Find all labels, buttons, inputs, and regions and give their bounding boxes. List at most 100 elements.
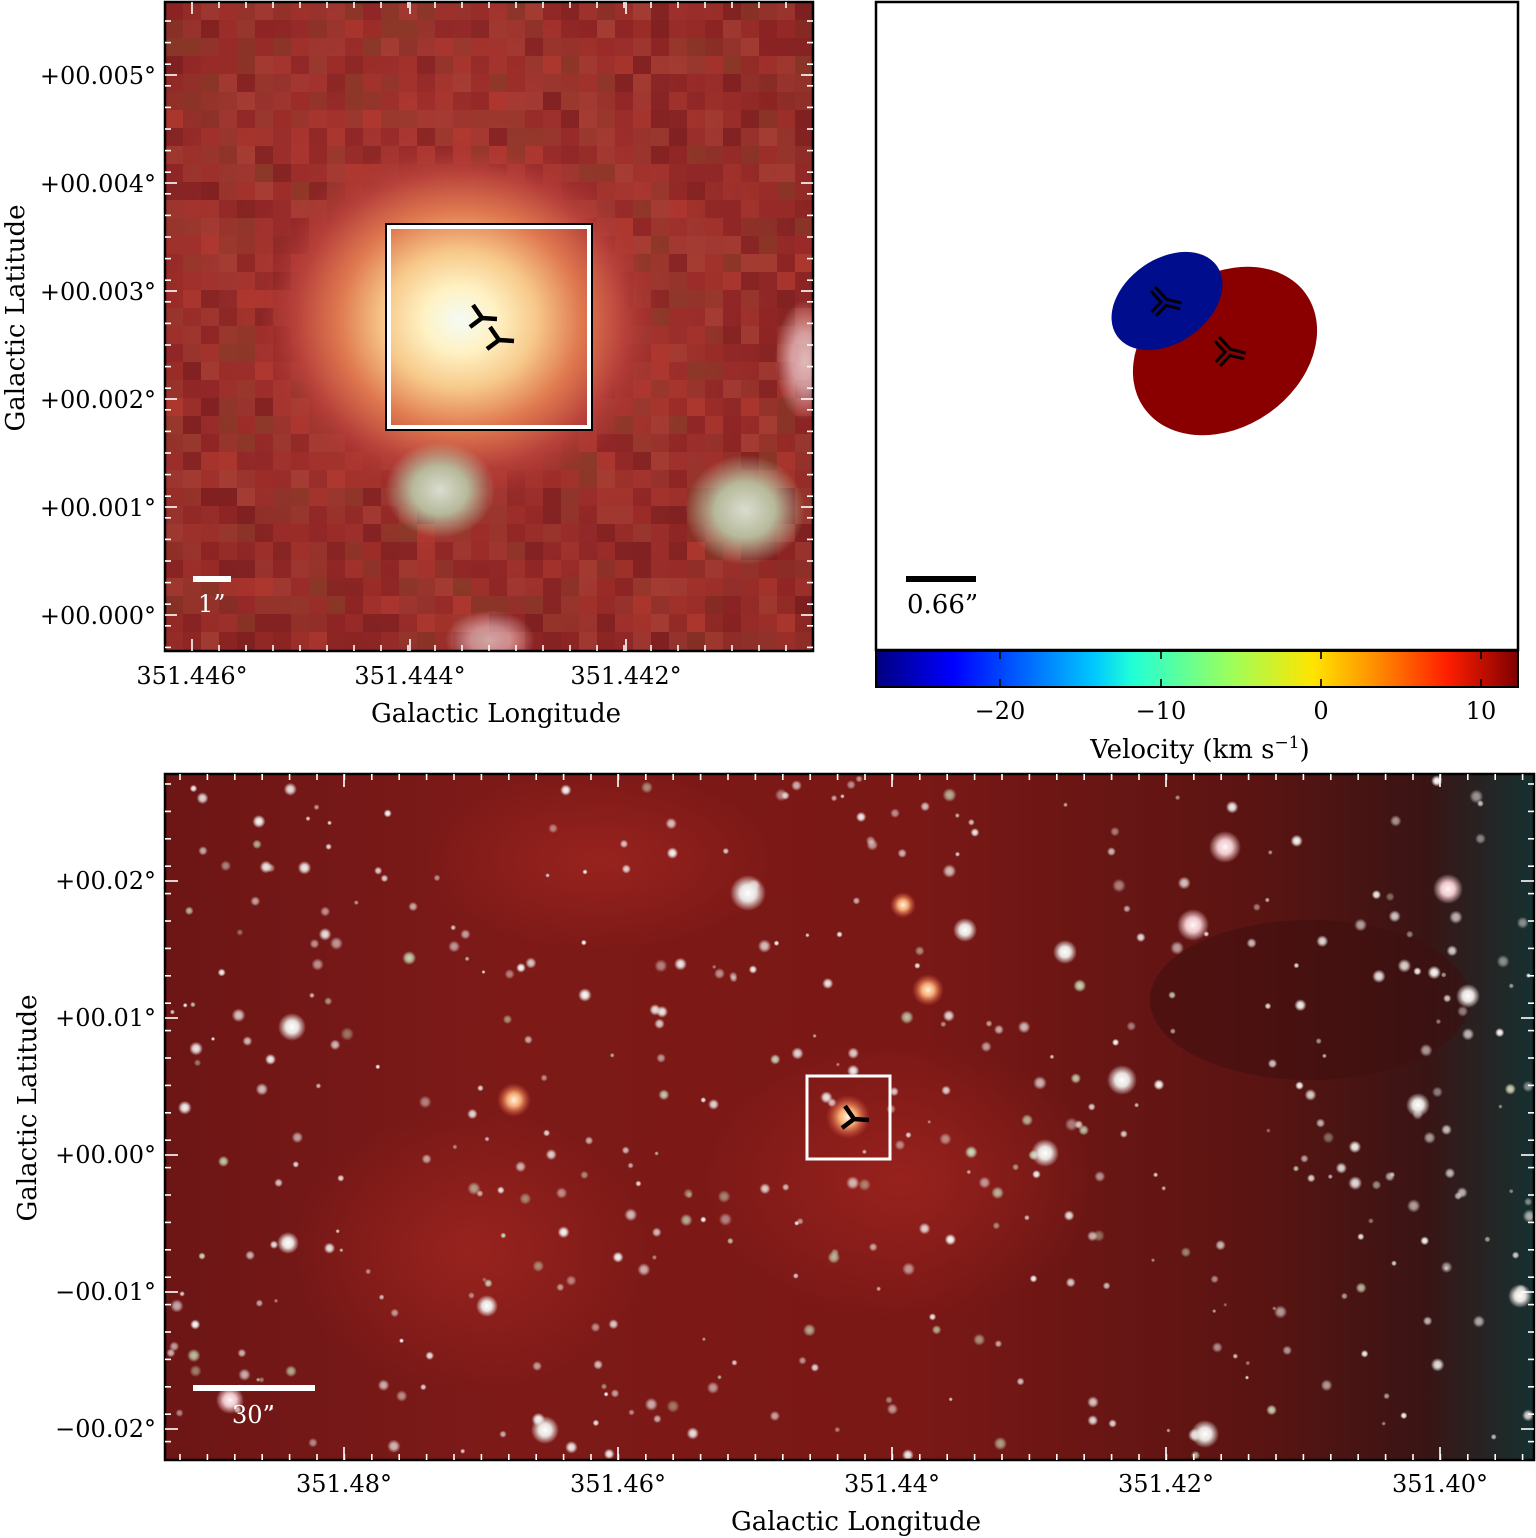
tl-pixel — [363, 20, 381, 38]
tl-pixel — [201, 92, 219, 110]
tl-pixel — [651, 416, 669, 434]
tl-pixel — [309, 164, 327, 182]
b-star — [175, 1409, 184, 1417]
b-star — [674, 957, 687, 971]
tl-pixel — [669, 92, 687, 110]
b-star — [190, 1001, 196, 1008]
tl-y-tick-label: +00.001° — [40, 494, 156, 522]
tl-pixel — [291, 452, 309, 470]
tl-pixel — [507, 596, 525, 614]
tl-pixel — [237, 164, 255, 182]
tl-pixel — [687, 344, 705, 362]
b-star — [868, 1242, 878, 1252]
tl-pixel — [381, 110, 399, 128]
tl-pixel — [687, 164, 705, 182]
tl-pixel — [561, 110, 579, 128]
tl-pixel — [669, 110, 687, 128]
b-star — [852, 897, 861, 905]
b-star — [1024, 1214, 1030, 1221]
b-star — [1384, 1171, 1395, 1182]
b-star — [365, 1268, 372, 1275]
b-star — [1110, 826, 1120, 837]
tl-pixel — [759, 218, 777, 236]
tl-pixel — [723, 632, 741, 650]
tl-pixel — [219, 524, 237, 542]
tl-pixel — [183, 236, 201, 254]
b-star — [1033, 1076, 1047, 1090]
tl-pixel — [795, 20, 813, 38]
b-star — [1150, 1258, 1156, 1263]
tl-pixel — [327, 110, 345, 128]
b-star — [515, 1161, 527, 1173]
tl-pixel — [723, 434, 741, 452]
tl-pixel — [327, 470, 345, 488]
tl-pixel — [723, 56, 741, 74]
b-star — [1126, 1021, 1137, 1031]
tl-pixel — [345, 488, 363, 506]
tl-pixel — [633, 524, 651, 542]
b-star — [467, 1108, 478, 1120]
tl-pixel — [399, 614, 417, 632]
tl-pixel — [759, 20, 777, 38]
tl-pixel — [165, 38, 183, 56]
b-star — [1522, 1209, 1534, 1223]
tl-pixel — [759, 362, 777, 380]
tl-pixel — [705, 20, 723, 38]
tl-pixel — [795, 452, 813, 470]
tl-pixel — [525, 488, 543, 506]
b-star — [1012, 1163, 1020, 1171]
tl-pixel — [399, 38, 417, 56]
tl-pixel — [669, 560, 687, 578]
tl-pixel — [219, 488, 237, 506]
b-star — [1153, 1172, 1159, 1178]
b-star — [1371, 1180, 1382, 1190]
b-star — [320, 906, 331, 917]
tl-pixel — [489, 92, 507, 110]
tl-pixel — [273, 560, 291, 578]
tl-pixel — [327, 128, 345, 146]
tl-pixel — [363, 110, 381, 128]
tl-pixel — [273, 146, 291, 164]
colorbar-tick-label: −10 — [1136, 697, 1187, 725]
tl-pixel — [345, 632, 363, 650]
tl-pixel — [705, 614, 723, 632]
tl-pixel — [255, 218, 273, 236]
b-star — [1406, 1199, 1421, 1213]
b-star — [516, 962, 526, 973]
tl-pixel — [165, 110, 183, 128]
tl-pixel — [291, 164, 309, 182]
three-arm-star-marker-icon — [1213, 335, 1247, 368]
b-star — [1070, 1073, 1082, 1084]
b-star — [942, 864, 957, 878]
tl-pixel — [777, 2, 795, 20]
tl-pixel — [525, 20, 543, 38]
tl-pixel — [669, 380, 687, 398]
b-star — [1295, 1081, 1304, 1090]
tl-pixel — [705, 308, 723, 326]
tl-pixel — [597, 470, 615, 488]
tl-pixel — [669, 452, 687, 470]
tl-pixel — [615, 164, 633, 182]
b-star — [1397, 958, 1412, 973]
b-star — [565, 1275, 577, 1286]
tl-pixel — [669, 632, 687, 650]
tl-pixel — [777, 416, 795, 434]
tl-pixel — [237, 326, 255, 344]
tl-pixel — [687, 398, 705, 416]
tl-pixel — [381, 74, 399, 92]
b-bright-star — [476, 1295, 498, 1317]
b-star — [948, 1397, 953, 1402]
b-star — [395, 1390, 408, 1402]
tl-pixel — [777, 596, 795, 614]
tl-pixel — [669, 20, 687, 38]
tl-pixel — [219, 560, 237, 578]
b-star — [900, 1010, 914, 1025]
tl-pixel — [561, 56, 579, 74]
tl-pixel — [381, 38, 399, 56]
tl-pixel — [345, 56, 363, 74]
tl-pixel — [561, 506, 579, 524]
tl-pixel — [381, 128, 399, 146]
b-star — [390, 1308, 400, 1318]
tl-pixel — [183, 290, 201, 308]
tl-pixel — [669, 362, 687, 380]
